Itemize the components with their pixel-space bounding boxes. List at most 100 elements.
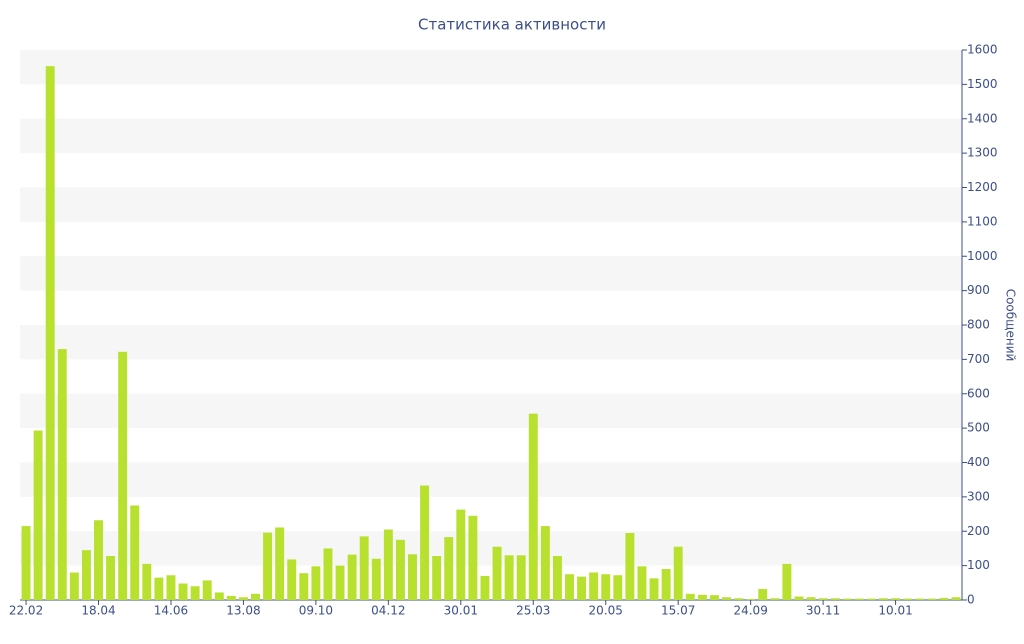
x-tick-label: 24.09 (733, 604, 767, 618)
bar (722, 597, 731, 600)
bar (81, 550, 91, 600)
bar (190, 586, 200, 600)
y-tick-label: 900 (967, 283, 990, 297)
bar (818, 598, 828, 600)
y-tick-label: 600 (967, 386, 990, 400)
y-tick-label: 1000 (967, 249, 998, 263)
bar (480, 575, 490, 600)
y-tick-label: 1200 (967, 180, 998, 194)
y-tick-label: 100 (967, 558, 990, 572)
bar (226, 595, 236, 600)
bar (516, 555, 526, 600)
bar (552, 556, 562, 600)
bar (504, 555, 514, 600)
bar (94, 520, 103, 600)
x-tick-label: 04.12 (371, 604, 405, 618)
bar (275, 527, 285, 600)
bar (202, 580, 212, 600)
x-tick-label: 13.08 (226, 604, 260, 618)
bar (154, 577, 164, 600)
bar (939, 597, 949, 600)
bar (709, 595, 719, 600)
grid-band (20, 325, 962, 360)
bar (130, 505, 140, 600)
bar (794, 596, 804, 600)
grid-band (20, 462, 962, 497)
bar (951, 597, 961, 600)
bar (468, 515, 478, 600)
y-tick-label: 300 (967, 489, 990, 503)
bar (806, 597, 816, 600)
bar (45, 66, 55, 600)
grid-band (20, 531, 962, 566)
bar (637, 566, 647, 600)
x-tick-label: 15.07 (661, 604, 695, 618)
bar (589, 572, 599, 600)
bar (842, 598, 852, 600)
bar (347, 554, 357, 600)
y-tick-label: 1300 (967, 146, 998, 160)
chart-title: Статистика активности (418, 16, 606, 34)
bar (359, 536, 369, 600)
bar (903, 598, 913, 600)
y-tick-label: 400 (967, 455, 990, 469)
grid-band (20, 187, 962, 222)
y-tick-label: 1600 (967, 43, 998, 57)
bar (69, 572, 79, 600)
bar (395, 539, 405, 600)
y-tick-label: 200 (967, 524, 990, 538)
bar (528, 413, 538, 600)
bar (33, 430, 43, 600)
bar (540, 526, 550, 600)
y-tick-label: 700 (967, 352, 990, 366)
bar (432, 556, 442, 600)
bar (927, 598, 937, 600)
x-tick-label: 22.02 (9, 604, 43, 618)
x-tick-label: 09.10 (299, 604, 333, 618)
bar (287, 559, 297, 600)
bar (830, 598, 840, 600)
bar (323, 548, 333, 600)
bar (613, 575, 623, 600)
bar (915, 598, 925, 600)
bar (21, 526, 31, 600)
y-tick-label: 0 (967, 593, 975, 607)
bar (673, 546, 683, 600)
grid-band (20, 118, 962, 154)
bar (601, 574, 611, 600)
bar (866, 598, 876, 600)
bar (746, 598, 756, 600)
bar (625, 532, 635, 600)
bar (118, 351, 128, 600)
y-tick-label: 500 (967, 421, 990, 435)
grid-band (20, 393, 962, 429)
x-tick-label: 18.04 (81, 604, 115, 618)
bar (299, 573, 309, 600)
bar (854, 598, 864, 600)
bar (238, 597, 248, 600)
x-tick-label: 30.11 (806, 604, 840, 618)
bar (57, 349, 67, 600)
bar (456, 509, 466, 600)
x-tick-label: 14.06 (154, 604, 188, 618)
bar (697, 594, 707, 600)
bar (311, 566, 321, 600)
bar (577, 576, 587, 600)
bar (420, 485, 430, 600)
bar (879, 598, 888, 600)
x-tick-label: 10.01 (878, 604, 912, 618)
y-tick-label: 1100 (967, 214, 998, 228)
bar (408, 554, 417, 600)
bar (251, 593, 260, 600)
bar (891, 598, 901, 600)
bar (444, 537, 454, 600)
grid-band (20, 256, 962, 291)
bar (661, 569, 671, 600)
bar (685, 593, 695, 600)
bar (734, 598, 744, 600)
bar (371, 558, 381, 600)
y-axis-label: Сообщений (1004, 289, 1018, 362)
bar (782, 563, 792, 600)
bar (263, 532, 273, 600)
